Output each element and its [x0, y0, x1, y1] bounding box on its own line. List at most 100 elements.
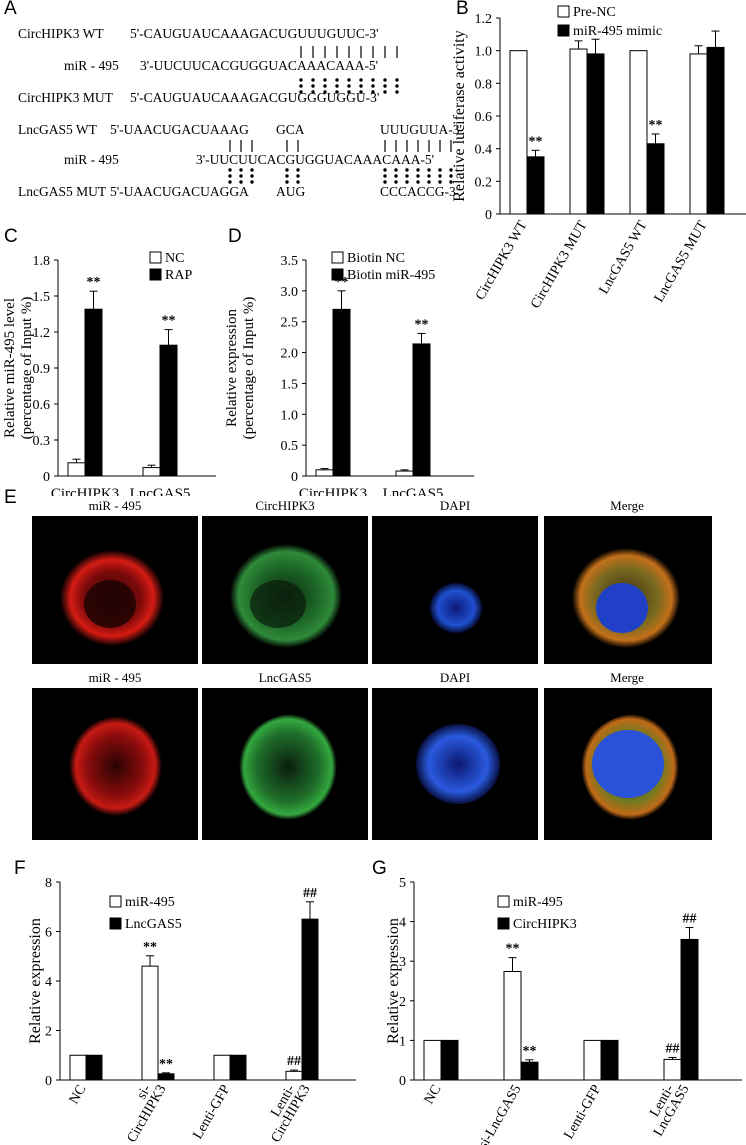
lnc-mut-seq-part3: CCCACCG-3' [380, 184, 459, 199]
legend-swatch [497, 895, 510, 908]
legend-swatch [149, 251, 162, 264]
y-tick-label: 0 [45, 1074, 52, 1089]
x-tick-label: LncGAS5 MUT [652, 218, 711, 305]
bar [423, 1039, 442, 1081]
bar [646, 143, 665, 215]
mir1-name: miR - 495 [64, 58, 119, 73]
legend-label: NC [165, 251, 184, 266]
y-tick-label: 1.2 [33, 326, 51, 341]
bar [141, 965, 159, 1081]
bar [315, 469, 334, 477]
y-tick-label: 0.5 [281, 439, 299, 454]
bar [67, 462, 86, 477]
y-tick-label: 2.0 [281, 347, 299, 362]
panel-label-e: E [4, 487, 17, 508]
y-tick-label: 4 [45, 975, 52, 990]
x-tick-label: NC [422, 1083, 445, 1107]
y-tick-label: 5 [399, 876, 406, 891]
x-tick-label: LncGAS5 WT [597, 218, 651, 297]
y-axis-label: Relative luciferase activity [451, 30, 468, 201]
legend-label: RAP [165, 268, 192, 283]
bar [503, 970, 522, 1081]
e-row1-label-1: miR - 495 [88, 498, 142, 513]
y-tick-label: 1.8 [33, 254, 51, 269]
circ-wt-name: CircHIPK3 WT [18, 26, 104, 41]
bar [526, 156, 545, 215]
y-axis-label: Relative expression [224, 309, 240, 427]
y-tick-label: 0.2 [475, 175, 493, 190]
legend-swatch [557, 5, 570, 18]
legend-label: Biotin miR-495 [347, 268, 435, 283]
chart-d-biotin: 0 0.5 1.0 1.5 2.0 2.5 3.0 3.5 Relative expressio… [224, 251, 474, 496]
e-row1-label-3: DAPI [439, 498, 471, 513]
y-tick-label: 6 [45, 926, 52, 941]
e-image-circhipk3-green [202, 516, 368, 664]
significance-mark: ** [143, 940, 157, 955]
bar [663, 1058, 682, 1081]
e-image-merge-1 [544, 516, 712, 664]
bar [412, 343, 431, 477]
y-tick-label: 1.0 [475, 45, 493, 60]
e-row2-label-3: DAPI [439, 670, 471, 685]
bar [229, 1054, 247, 1081]
y-tick-label: 0 [291, 470, 298, 485]
bar [85, 1054, 103, 1081]
chart-c-rap: 0 0.3 0.6 0.9 1.2 1.5 1.8 Relative miR-495 leve… [2, 251, 216, 496]
y-tick-label: 3.5 [281, 254, 299, 269]
y-tick-label: 1.2 [475, 12, 493, 27]
e-image-dapi-blue-2 [372, 688, 538, 840]
x-tick-label: CircHIPK3 [299, 486, 367, 496]
bar [586, 53, 605, 215]
circ-wt-sequence: 5'-CAUGUAUCAAAGACUGUUUGUUC-3' [130, 26, 379, 41]
bar [629, 50, 648, 215]
significance-mark: ** [523, 1044, 537, 1059]
y-tick-label: 2.5 [281, 316, 299, 331]
y-tick-label: 8 [45, 876, 52, 891]
lnc-mut-name: LncGAS5 MUT [18, 184, 107, 199]
bar [680, 938, 699, 1081]
y-tick-label: 0.8 [475, 77, 493, 92]
bar [159, 344, 178, 477]
x-tick-label: LncGAS5 [383, 486, 444, 496]
lnc-mut-seq-part2: AUG [276, 184, 306, 199]
lnc-wt-seq-part1: 5'-UAACUGACUAAAG [110, 122, 249, 137]
lnc-mutation-dots [228, 168, 453, 184]
y-axis-label: (percentage of Input %) [241, 297, 257, 440]
y-axis-label: Relative expression [27, 918, 44, 1044]
e-row2-label-2: LncGAS5 [258, 670, 312, 685]
x-tick-label: Lenti-GFP [191, 1082, 234, 1142]
bar [689, 53, 708, 215]
legend-label: miR-495 [513, 895, 563, 910]
y-tick-label: 1.5 [281, 377, 299, 392]
legend-label: LncGAS5 [125, 917, 182, 932]
x-tick-label: NC [67, 1083, 90, 1107]
x-tick-label: CircHIPK3 [51, 486, 119, 496]
y-tick-label: 0.3 [33, 434, 51, 449]
legend-swatch [149, 268, 162, 281]
significance-mark: ** [87, 275, 101, 290]
x-tick-label: si-LncGAS5 [476, 1083, 524, 1145]
bar [520, 1061, 539, 1081]
mir2-sequence: 3'-UUCUUCACGUGGUACAAACAAA-5' [196, 152, 435, 167]
e-row1-label-4: Merge [610, 498, 644, 513]
bar [600, 1039, 619, 1081]
bar [583, 1039, 602, 1081]
legend-swatch [109, 917, 122, 930]
legend-swatch [331, 251, 344, 264]
y-tick-label: 3 [399, 955, 406, 970]
lnc-wt-seq-part3: UUUGUUA-3' [380, 122, 462, 137]
legend-swatch [557, 24, 570, 37]
y-tick-label: 4 [399, 916, 406, 931]
y-tick-label: 2 [45, 1025, 52, 1040]
y-tick-label: 0.9 [33, 362, 51, 377]
panel-label-a: A [4, 0, 17, 19]
e-row1-label-2: CircHIPK3 [255, 498, 315, 513]
y-tick-label: 0 [399, 1074, 406, 1089]
circ-mut-name: CircHIPK3 MUT [18, 90, 113, 105]
mir1-sequence: 3'-UUCUUCACGUGGUACAAACAAA-5' [140, 58, 379, 73]
significance-mark: ## [666, 1041, 680, 1056]
significance-mark: ** [506, 942, 520, 957]
bar [213, 1054, 231, 1081]
y-axis-label: Relative expression [385, 918, 402, 1044]
